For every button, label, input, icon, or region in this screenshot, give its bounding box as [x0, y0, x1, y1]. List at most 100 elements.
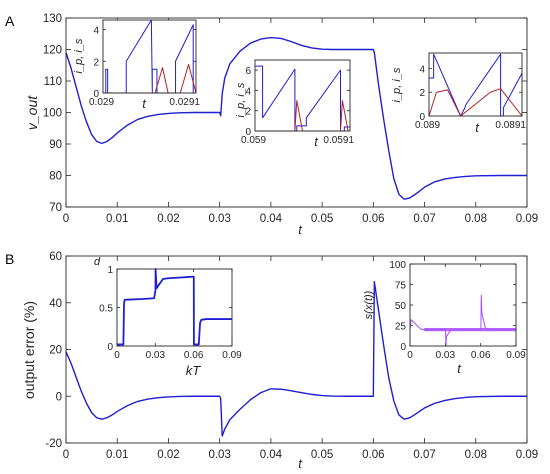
x-tick-label: 0.03: [208, 449, 230, 461]
y-tick-label: 0: [419, 112, 425, 123]
x-tick-label: 0.09: [516, 449, 538, 461]
y-tick-label: 4: [93, 26, 99, 37]
y-tick-label: 100: [389, 260, 406, 271]
x-tick-label: 0.07: [413, 213, 435, 225]
x-tick-label: 0.06: [471, 350, 491, 361]
x-tick-label: 0.01: [106, 213, 128, 225]
plot-frame: [65, 17, 528, 208]
y-tick-label: 1: [107, 265, 113, 276]
inset-currents-t0059: 0 2 4 6 0.059 0.0591 t i_p, i_s: [235, 59, 354, 149]
inset-currents-t0029: 0 2 4 0.029 0.0291 t i_p, i_s: [73, 19, 200, 111]
y-tick-label: 4: [245, 86, 251, 97]
y-tick-label: 20: [49, 345, 62, 357]
y-tick-label: 25: [395, 322, 407, 333]
y-tick-label: 120: [43, 45, 62, 57]
series-line-0: [65, 281, 527, 437]
y-tick-label: 100: [43, 108, 62, 120]
y-tick-label: 0: [107, 342, 113, 353]
y-axis-label: s(x(t)): [363, 290, 375, 319]
x-tick-label: 0.08: [465, 449, 487, 461]
inset-duty-cycle: 0 0.5 1 0 0.03 0.06 0.09 kT d: [94, 256, 242, 378]
x-tick-label: 0.06: [362, 213, 384, 225]
series-line-0: [65, 36, 527, 200]
y-tick-label: 0.5: [99, 304, 113, 315]
y-tick-label: 0: [56, 391, 62, 403]
x-tick-label: 0.07: [413, 449, 435, 461]
y-axis-label: d: [94, 256, 101, 268]
x-tick-label: 0.08: [465, 213, 487, 225]
plot-frame: [254, 59, 351, 132]
x-tick-label: 0.06: [362, 449, 384, 461]
y-tick-label: 0: [245, 127, 251, 138]
plot-frame: [102, 19, 197, 94]
x-tick-label: 0: [114, 350, 120, 361]
x-tick-label: 0.03: [436, 350, 456, 361]
x-tick-label: 0.0291: [169, 97, 200, 108]
y-tick-label: -20: [45, 438, 62, 450]
y-tick-label: 0: [93, 89, 99, 100]
panel-label-b: B: [5, 251, 14, 267]
y-axis-label: i_p, i_s: [73, 38, 85, 73]
y-tick-label: 130: [43, 13, 62, 25]
x-tick-label: 0.03: [146, 350, 166, 361]
x-tick-label: 0.089: [415, 120, 440, 131]
x-tick-label: 0.09: [222, 350, 242, 361]
x-tick-label: 0.06: [184, 350, 204, 361]
y-tick-label: 0: [400, 342, 406, 353]
plot-background: [117, 269, 232, 346]
plot-frame: [65, 255, 528, 444]
inset-sliding-surface: 0 25 50 75 100 0 0.03 0.06 0.09 t s(x(t)): [363, 260, 526, 376]
x-tick-label: 0.0591: [323, 135, 354, 146]
y-tick-label: 75: [395, 281, 407, 292]
x-tick-label: 0.04: [260, 213, 283, 225]
y-axis-label: output error (%): [21, 301, 37, 399]
y-axis-label: i_p, i_s: [391, 67, 403, 102]
y-axis-label: v_out: [24, 95, 40, 130]
x-axis-label: kT: [186, 363, 202, 378]
y-tick-label: 40: [49, 298, 62, 310]
plot-background: [255, 60, 350, 131]
chatter-band: [424, 327, 516, 332]
y-tick-label: 2: [245, 107, 251, 118]
x-tick-label: 0.029: [89, 97, 114, 108]
plot-frame: [428, 52, 523, 117]
x-tick-label: 0.05: [311, 213, 333, 225]
y-tick-label: 4: [419, 64, 425, 75]
x-tick-label: 0.0891: [495, 120, 526, 131]
x-tick-label: 0.02: [157, 213, 179, 225]
y-tick-label: 70: [49, 202, 62, 214]
x-tick-label: 0.01: [106, 449, 128, 461]
x-axis-label: t: [314, 134, 319, 149]
x-tick-label: 0.02: [157, 449, 179, 461]
inset-currents-t0089: 0 2 4 0.089 0.0891 t i_p, i_s: [391, 52, 526, 135]
plot-background: [429, 53, 522, 116]
panel-label-a: A: [5, 13, 15, 29]
x-axis-label: t: [298, 222, 303, 237]
x-tick-label: 0: [63, 213, 69, 225]
plot-background: [103, 20, 196, 93]
x-tick-label: 0: [407, 350, 413, 361]
x-tick-label: 0.05: [311, 449, 333, 461]
x-tick-label: 0.03: [208, 213, 230, 225]
series-line-i_p: [429, 53, 523, 117]
x-axis-label: t: [475, 120, 480, 135]
y-tick-label: 60: [49, 251, 62, 263]
x-axis-label: t: [142, 96, 147, 111]
y-tick-label: 90: [49, 139, 62, 151]
x-axis-label: t: [298, 456, 303, 471]
x-tick-label: 0: [63, 449, 69, 461]
x-tick-label: 0.09: [506, 350, 526, 361]
series-line-0: [117, 268, 232, 346]
y-tick-label: 80: [49, 171, 62, 183]
y-tick-label: 6: [245, 66, 251, 77]
y-tick-label: 2: [419, 88, 425, 99]
plot-frame: [409, 263, 517, 347]
plot-background: [410, 264, 516, 346]
y-axis-label: i_p, i_s: [235, 82, 247, 117]
y-tick-label: 50: [395, 301, 407, 312]
y-tick-label: 2: [93, 57, 99, 68]
x-tick-label: 0.09: [516, 213, 538, 225]
x-tick-label: 0.04: [260, 449, 283, 461]
plot-frame: [116, 268, 233, 347]
